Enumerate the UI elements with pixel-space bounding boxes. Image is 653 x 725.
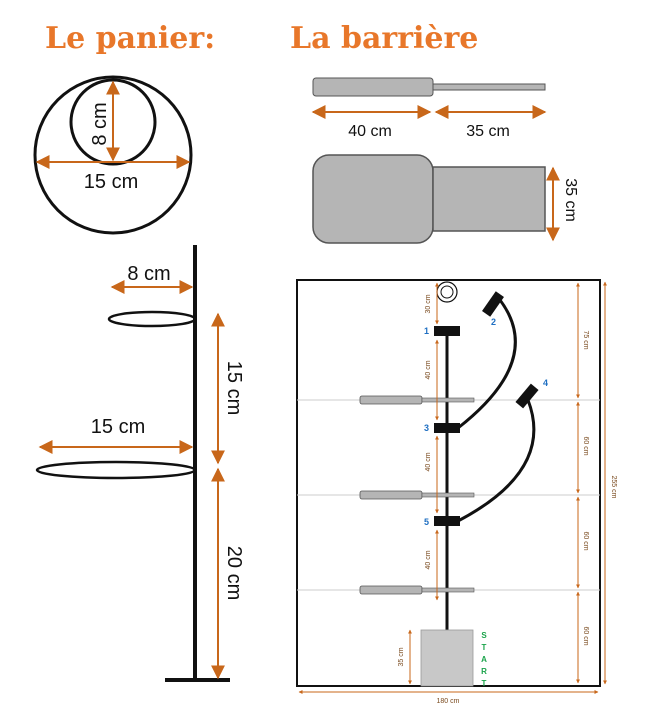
spacing-3-label: 40 cm <box>425 550 432 569</box>
ball <box>436 281 458 303</box>
right-seg-3-label: 60 cm <box>582 531 589 550</box>
small-ring-label: 8 cm <box>127 263 170 285</box>
top-dim-label: 30 cm <box>425 294 432 313</box>
start-letter-t2: T <box>482 679 487 688</box>
base-height-label: 20 cm <box>223 546 245 600</box>
spacing-1-label: 40 cm <box>425 360 432 379</box>
barrier-side-view: 40 cm 35 cm <box>311 77 547 140</box>
station-4-label: 4 <box>543 378 548 388</box>
total-height-label: 255 cm <box>610 476 617 499</box>
start-height-label: 35 cm <box>398 647 405 666</box>
right-seg-4-label: 60 cm <box>582 626 589 645</box>
curve-2-to-3 <box>457 299 517 430</box>
course-barrier-1 <box>359 395 475 405</box>
station-1-marker <box>434 326 460 336</box>
large-ring <box>35 460 197 480</box>
gap-label: 15 cm <box>223 361 245 415</box>
inner-diameter-label: 8 cm <box>89 102 111 145</box>
course-plan: 1 2 3 4 5 S T A R T 30 cm 40 cm 40 cm 40… <box>296 279 617 705</box>
station-5-label: 5 <box>424 517 429 527</box>
curve-4-to-5 <box>457 399 536 523</box>
start-letter-a: A <box>481 655 487 664</box>
station-5-marker <box>434 516 460 526</box>
right-seg-1-label: 75 cm <box>582 330 589 349</box>
station-2-label: 2 <box>491 317 496 327</box>
small-ring <box>107 310 197 328</box>
total-width-label: 180 cm <box>437 698 460 705</box>
station-4-marker <box>515 383 539 409</box>
station-2-marker <box>482 291 504 317</box>
rod-length-label: 35 cm <box>466 123 510 140</box>
outer-diameter-label: 15 cm <box>84 171 138 193</box>
barrier-title: La barrière <box>290 21 478 56</box>
barrier-front-view: 35 cm <box>312 154 579 244</box>
spacing-2-label: 40 cm <box>425 452 432 471</box>
station-1-label: 1 <box>424 326 429 336</box>
course-barrier-2 <box>359 490 475 500</box>
barrier-height-label: 35 cm <box>562 178 579 222</box>
large-ring-label: 15 cm <box>91 416 145 438</box>
pole-diagram: 8 cm 15 cm 15 cm 20 cm <box>35 245 245 682</box>
right-seg-2-label: 60 cm <box>582 436 589 455</box>
basket-title: Le panier: <box>45 21 215 56</box>
course-barrier-3 <box>359 585 475 595</box>
station-3-marker <box>434 423 460 433</box>
station-3-label: 3 <box>424 423 429 433</box>
start-letter-r: R <box>481 667 487 676</box>
start-zone <box>420 629 474 687</box>
start-letter-s: S <box>481 631 487 640</box>
basket-diagram: 8 cm 15 cm <box>33 75 193 235</box>
basket-outer-circle <box>33 75 193 235</box>
handle-length-label: 40 cm <box>348 123 392 140</box>
start-letter-t: T <box>482 643 487 652</box>
